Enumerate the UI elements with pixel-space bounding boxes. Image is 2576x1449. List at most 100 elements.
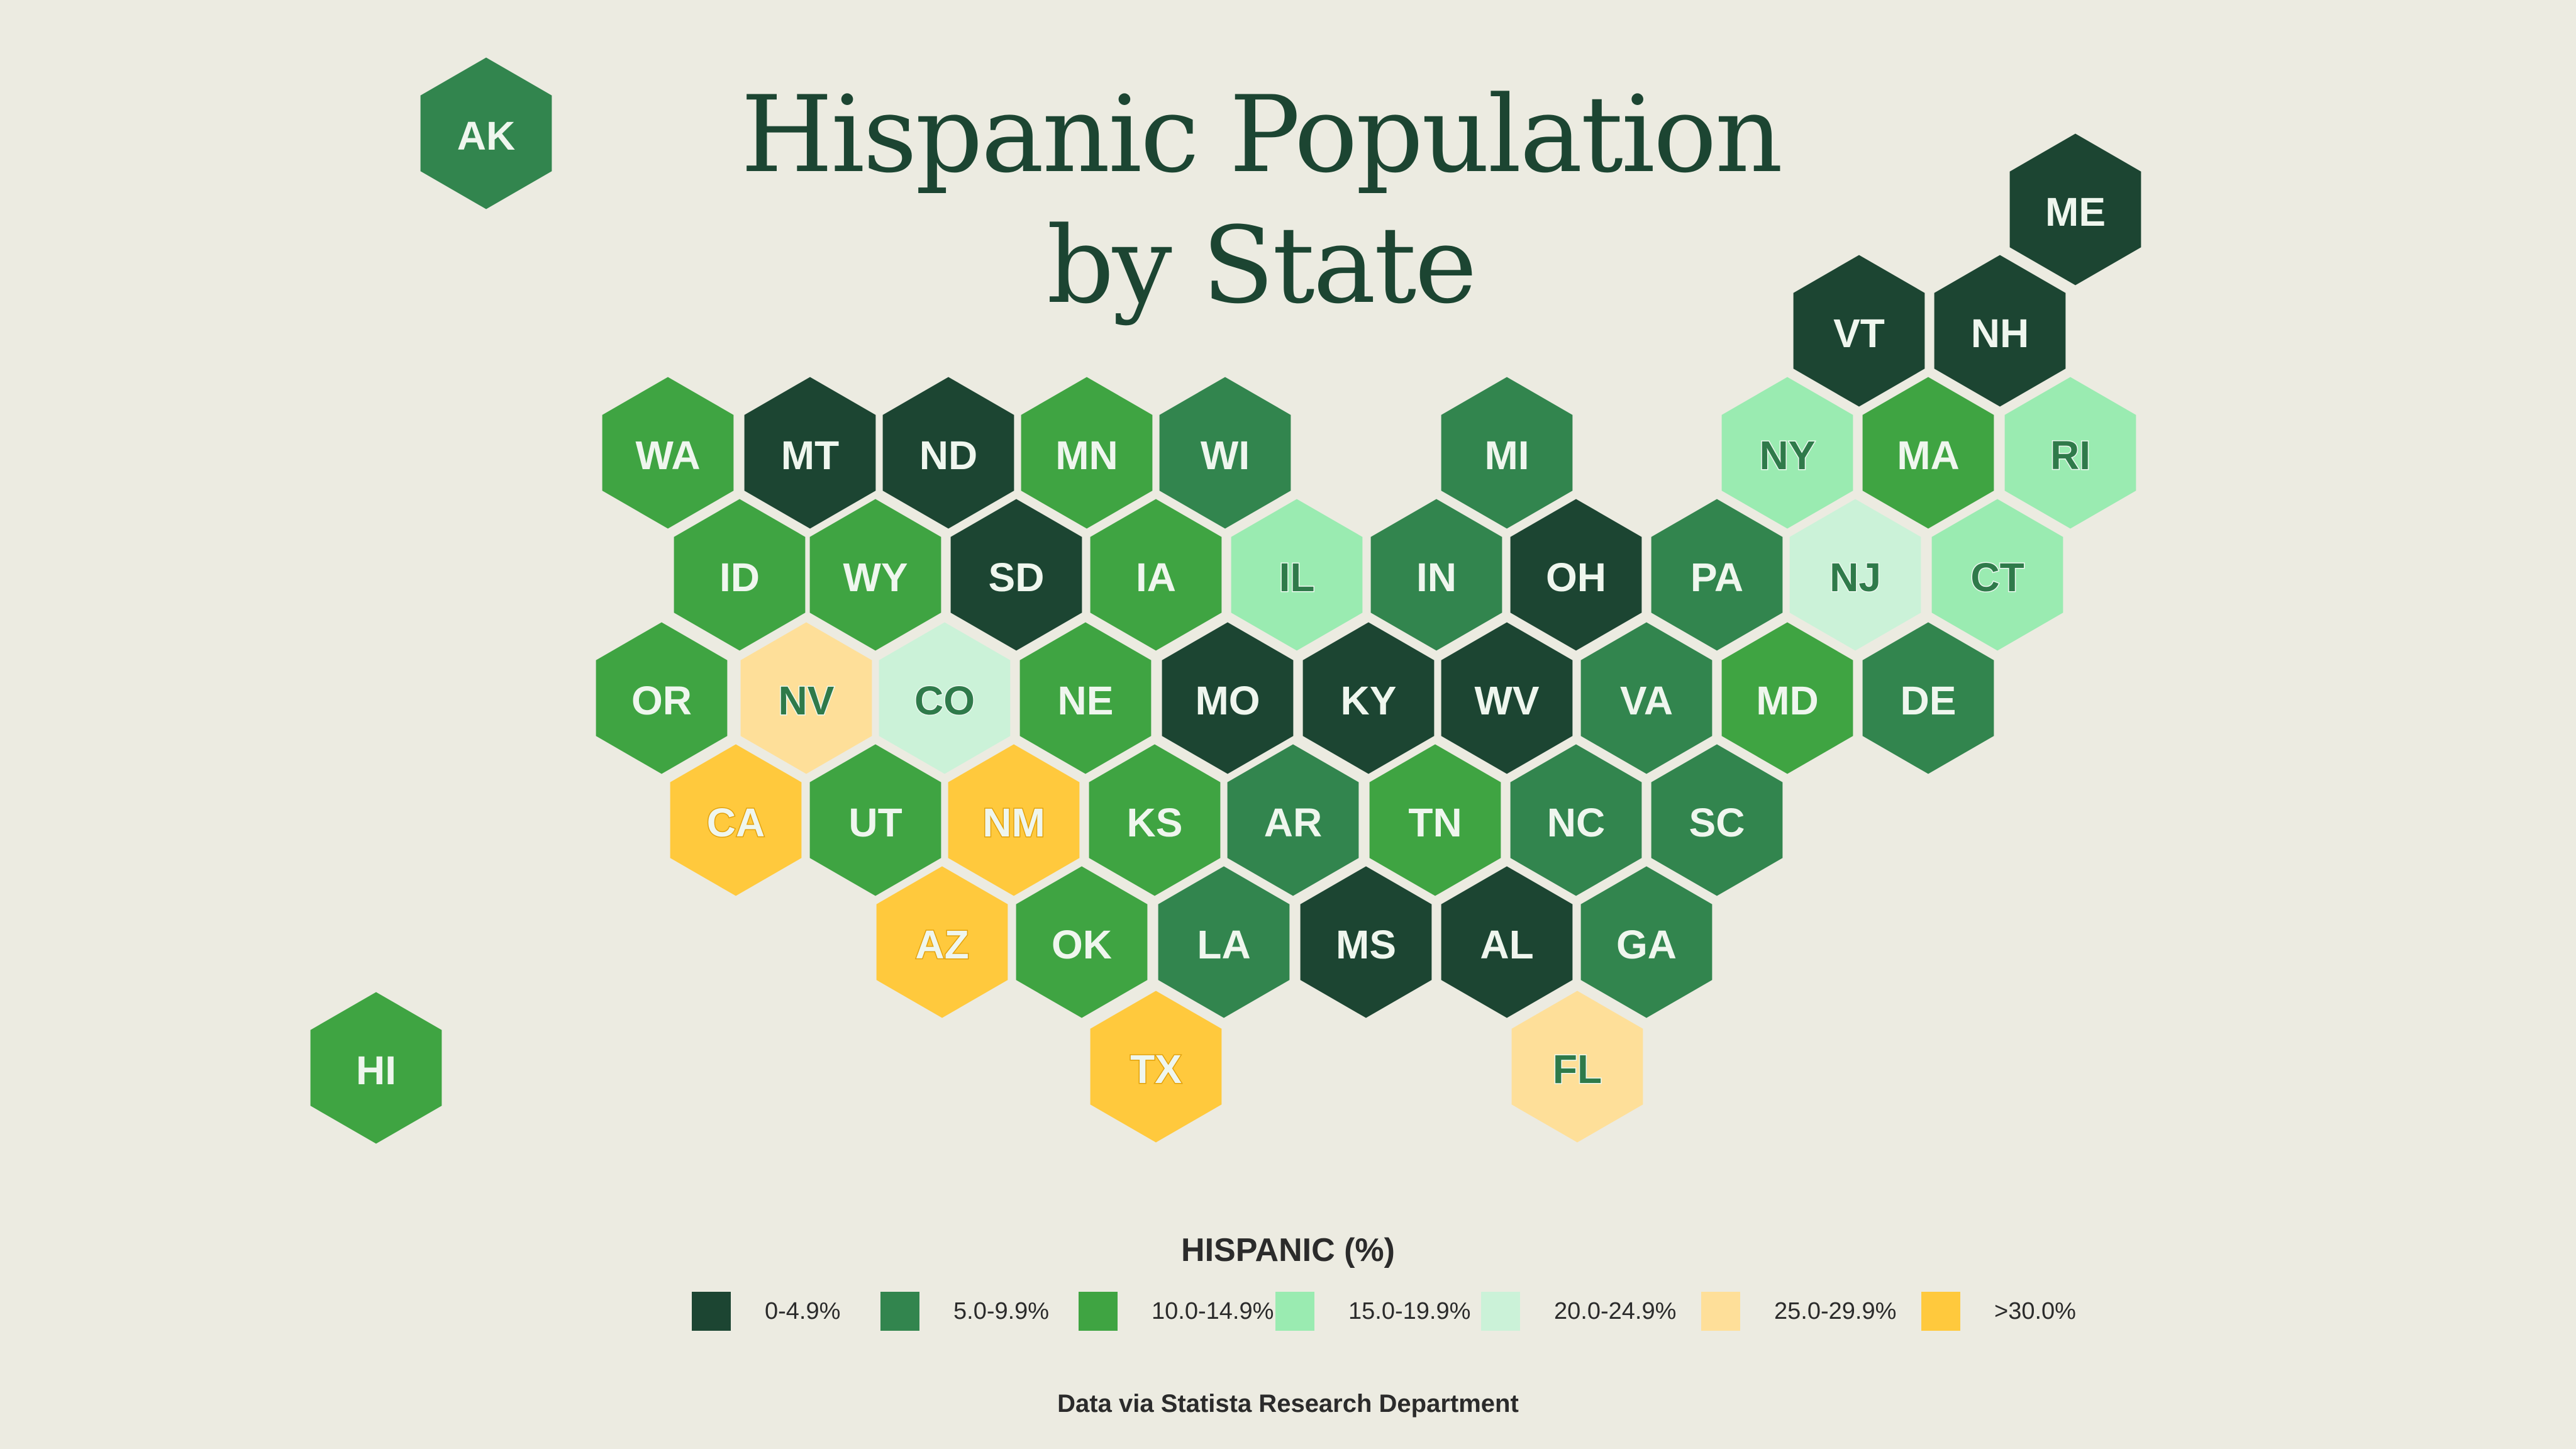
state-label: HI <box>356 1048 396 1093</box>
state-hex-vt: VT <box>1789 251 1929 411</box>
state-hex-nc: NC <box>1506 740 1646 900</box>
state-hex-va: VA <box>1577 618 1716 778</box>
state-hex-mi: MI <box>1437 373 1577 533</box>
legend-label: 25.0-29.9% <box>1774 1298 1897 1324</box>
state-hex-nm: NM <box>944 740 1084 900</box>
state-label: KY <box>1341 678 1397 723</box>
state-label: CT <box>1970 555 2024 600</box>
hex-shape <box>1928 495 2067 655</box>
hex-shape <box>1718 618 1857 778</box>
state-hex-ms: MS <box>1296 862 1436 1022</box>
state-hex-nd: ND <box>879 373 1018 533</box>
state-label: RI <box>2050 433 2090 478</box>
state-label: OR <box>631 678 692 723</box>
state-hex-ia: IA <box>1086 495 1226 655</box>
state-label: MT <box>781 433 839 478</box>
hex-shape <box>1296 862 1436 1022</box>
hex-shape <box>947 495 1086 655</box>
state-label: MI <box>1484 433 1529 478</box>
state-label: LA <box>1197 922 1250 967</box>
legend-label: 0-4.9% <box>765 1298 841 1324</box>
hex-shape <box>1858 618 1998 778</box>
hex-shape <box>1577 862 1716 1022</box>
state-hex-ny: NY <box>1718 373 1857 533</box>
hex-shape <box>1085 740 1224 900</box>
legend-swatch <box>1921 1292 1960 1331</box>
hex-shape <box>1437 373 1577 533</box>
state-label: IN <box>1416 555 1457 600</box>
hex-shape <box>1858 373 1998 533</box>
state-label: CA <box>707 800 765 845</box>
legend-label: >30.0% <box>1994 1298 2076 1324</box>
state-hex-co: CO <box>875 618 1014 778</box>
state-hex-sc: SC <box>1647 740 1787 900</box>
state-label: GA <box>1616 922 1677 967</box>
state-hex-ne: NE <box>1016 618 1155 778</box>
hex-shape <box>1086 495 1226 655</box>
hex-shape <box>875 618 1014 778</box>
state-label: NV <box>779 678 835 723</box>
state-label: KS <box>1127 800 1183 845</box>
hex-shape <box>1012 862 1152 1022</box>
state-hex-or: OR <box>592 618 731 778</box>
state-hex-nv: NV <box>736 618 876 778</box>
state-hex-md: MD <box>1718 618 1857 778</box>
hex-shape <box>1789 251 1929 411</box>
state-hex-ca: CA <box>666 740 806 900</box>
state-hex-ut: UT <box>806 740 945 900</box>
hex-shape <box>1437 862 1577 1022</box>
hex-shape <box>1223 740 1363 900</box>
state-label: NY <box>1760 433 1816 478</box>
state-label: CO <box>914 678 975 723</box>
state-label: AZ <box>915 922 969 967</box>
state-label: AK <box>457 113 515 158</box>
hex-shape <box>416 53 556 213</box>
state-label: WI <box>1201 433 1250 478</box>
legend-label: 10.0-14.9% <box>1152 1298 1274 1324</box>
hex-shape <box>2006 130 2145 289</box>
state-hex-wa: WA <box>598 373 738 533</box>
state-hex-al: AL <box>1437 862 1577 1022</box>
state-label: ID <box>719 555 760 600</box>
legend-label: 15.0-19.9% <box>1348 1298 1471 1324</box>
state-hex-me: ME <box>2006 130 2145 289</box>
state-label: MO <box>1195 678 1260 723</box>
state-label: AR <box>1264 800 1322 845</box>
state-label: ND <box>919 433 977 478</box>
state-label: TX <box>1130 1046 1182 1092</box>
state-label: VA <box>1620 678 1673 723</box>
hex-shape <box>666 740 806 900</box>
state-label: MA <box>1897 433 1960 478</box>
hex-shape <box>879 373 1018 533</box>
hex-shape <box>740 373 880 533</box>
hex-shape <box>598 373 738 533</box>
state-hex-oh: OH <box>1506 495 1646 655</box>
legend-swatch <box>1275 1292 1314 1331</box>
hex-shape <box>944 740 1084 900</box>
state-label: WY <box>843 555 908 600</box>
state-label: TN <box>1408 800 1462 845</box>
state-hex-il: IL <box>1227 495 1367 655</box>
state-label: VT <box>1833 311 1885 356</box>
hex-shape <box>1506 495 1646 655</box>
state-label: ME <box>2045 189 2106 235</box>
hex-shape <box>1227 495 1367 655</box>
state-label: OH <box>1546 555 1606 600</box>
hex-shape <box>1785 495 1925 655</box>
state-hex-ga: GA <box>1577 862 1716 1022</box>
legend-swatch <box>880 1292 919 1331</box>
map-title: Hispanic Population by State <box>0 69 2522 331</box>
legend-swatch <box>1079 1292 1118 1331</box>
title-line-2: by State <box>1046 204 1477 327</box>
hex-shape <box>1367 495 1506 655</box>
state-label: MN <box>1055 433 1118 478</box>
state-label: WA <box>635 433 700 478</box>
legend-swatch <box>692 1292 731 1331</box>
hex-shape <box>806 495 945 655</box>
state-hex-ar: AR <box>1223 740 1363 900</box>
state-hex-ks: KS <box>1085 740 1224 900</box>
hex-shape <box>1507 987 1647 1146</box>
legend-swatch <box>1481 1292 1520 1331</box>
state-hex-de: DE <box>1858 618 1998 778</box>
state-hex-mn: MN <box>1017 373 1157 533</box>
